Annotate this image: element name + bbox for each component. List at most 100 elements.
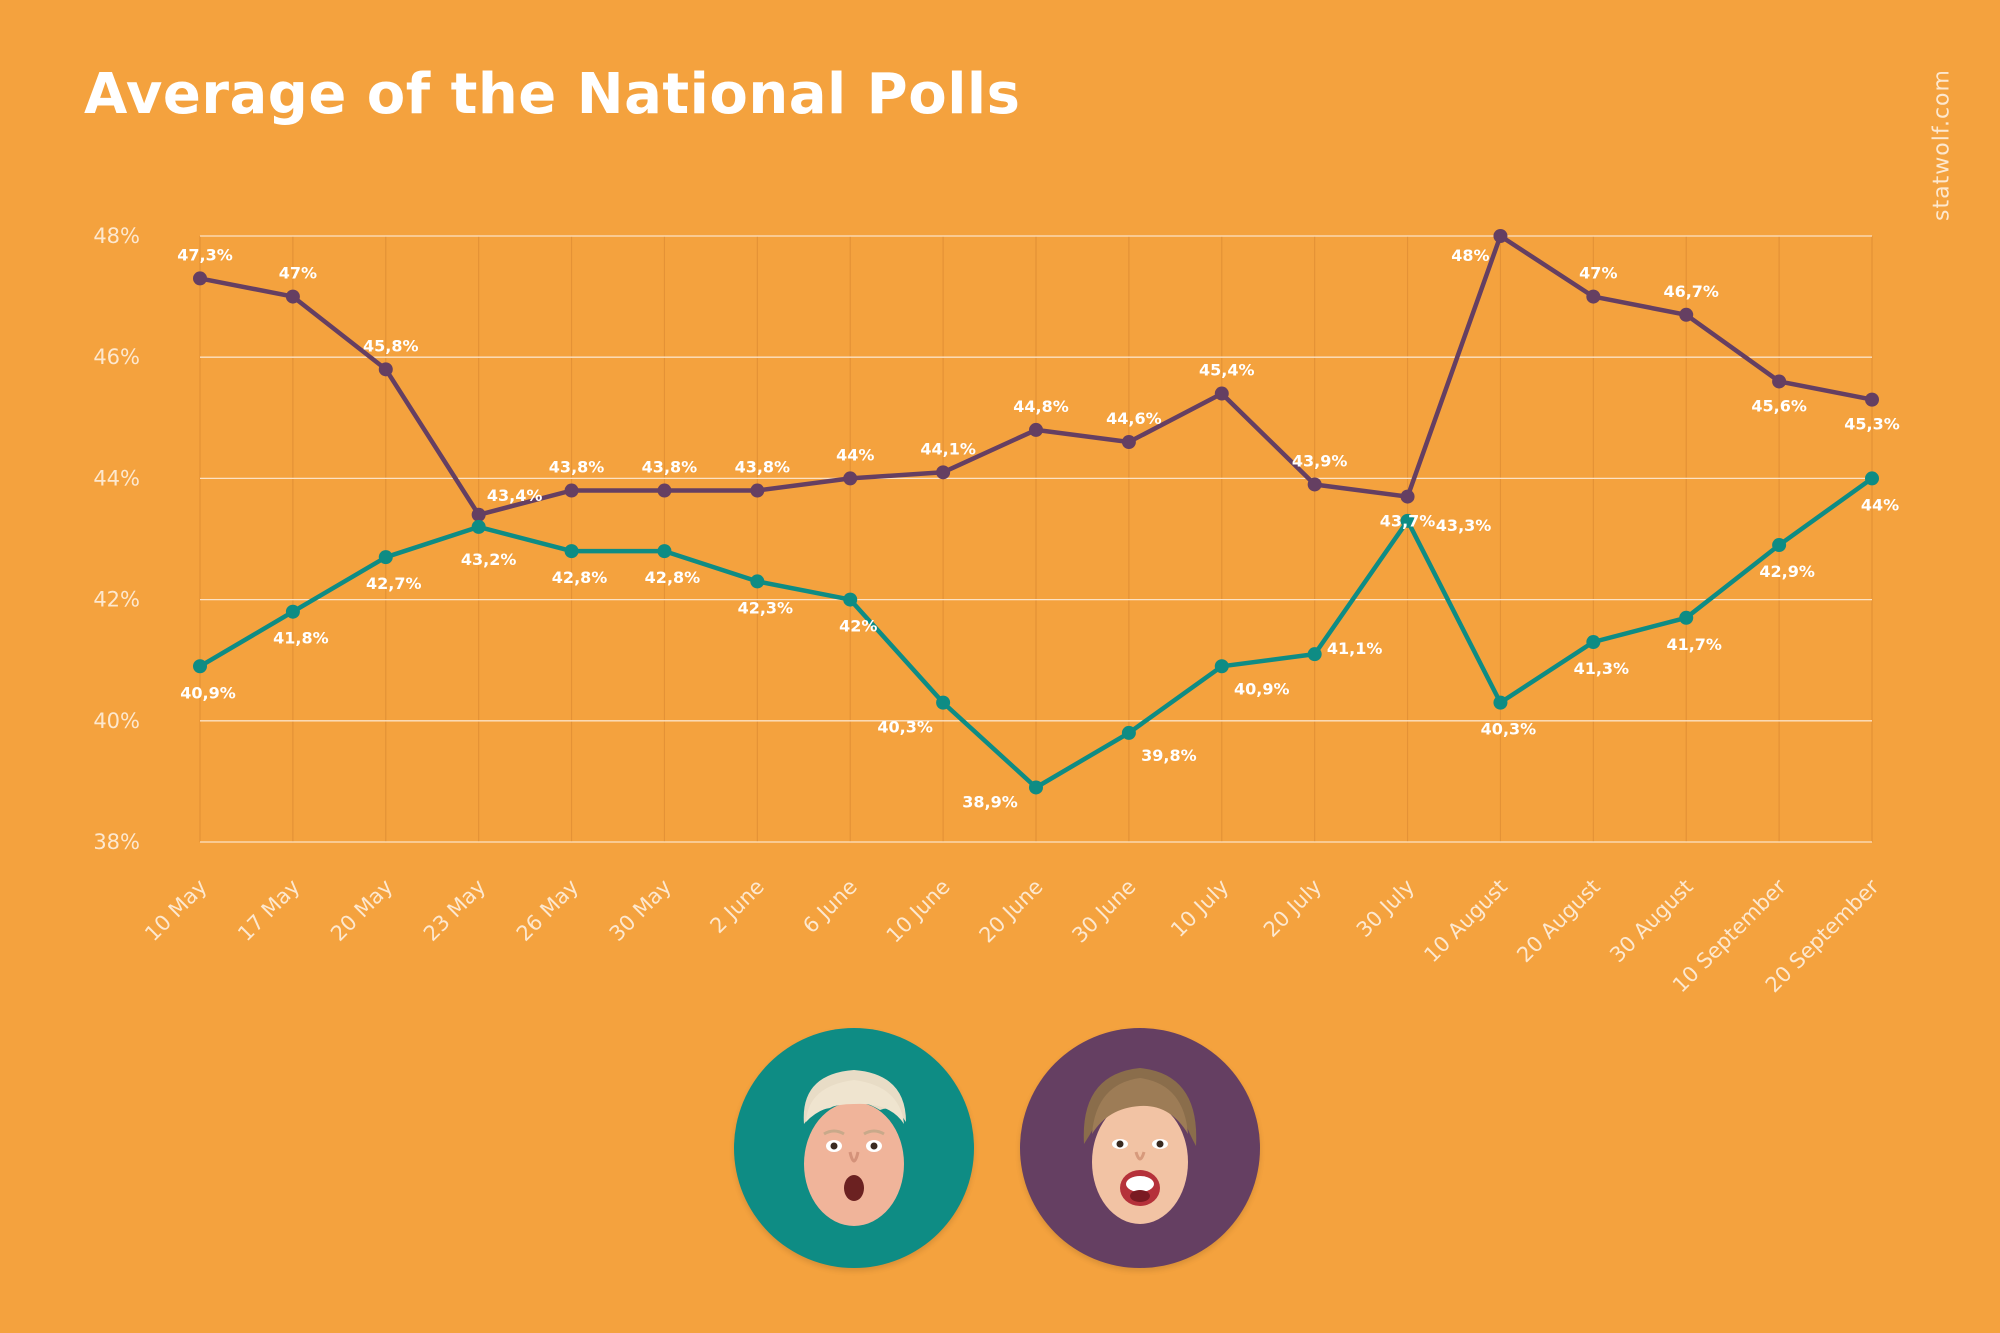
y-axis-ticks: 38% 40% 42% 44% 46% 48% (93, 224, 140, 854)
data-label: 43,8% (642, 458, 698, 477)
data-label: 45,3% (1844, 415, 1900, 434)
series-point (657, 483, 672, 498)
x-tick-label: 23 May (419, 875, 490, 946)
series-point (471, 507, 486, 522)
series-point (1679, 610, 1694, 625)
series-point (471, 519, 486, 534)
data-label: 40,3% (1481, 720, 1537, 739)
series-point (1772, 538, 1787, 553)
vertical-grid-lines (199, 236, 1873, 842)
x-tick-label: 10 May (140, 875, 211, 946)
series-point (1307, 477, 1322, 492)
data-label: 45,4% (1199, 361, 1255, 380)
data-label: 48% (1451, 246, 1489, 265)
series-point (1307, 647, 1322, 662)
data-label: 46,7% (1663, 282, 1719, 301)
data-label: 44% (836, 445, 874, 464)
series-point (193, 271, 207, 286)
page-title: Average of the National Polls (84, 62, 1021, 127)
data-label: 40,3% (877, 718, 933, 737)
data-label: 43,4% (487, 486, 543, 505)
series-point (750, 483, 765, 498)
x-tick-label: 30 May (605, 875, 676, 946)
series-point (936, 465, 951, 480)
series-point (564, 483, 579, 498)
y-tick-label: 38% (93, 830, 140, 854)
series-point (1493, 229, 1508, 243)
data-label: 45,8% (363, 336, 419, 355)
horizontal-grid-lines (200, 235, 1872, 843)
x-axis-ticks: 10 May 17 May 20 May 23 May 26 May 30 May 2 Ju… (140, 874, 1884, 997)
series-point (1865, 471, 1879, 486)
series-point (1400, 513, 1415, 528)
series-point (285, 604, 300, 619)
series-point (1586, 635, 1601, 650)
series-point (843, 592, 858, 607)
series-point (1493, 695, 1508, 710)
data-label: 41,7% (1666, 635, 1722, 654)
data-label: 41,1% (1327, 639, 1383, 658)
data-label: 43,2% (461, 550, 517, 569)
series-point (193, 659, 207, 674)
x-tick-label: 20 August (1512, 875, 1605, 968)
data-label: 41,8% (273, 629, 329, 648)
x-tick-label: 10 July (1166, 875, 1233, 942)
data-label: 42,8% (645, 568, 701, 587)
data-label: 47% (279, 264, 317, 283)
y-tick-label: 44% (93, 466, 140, 490)
x-tick-label: 10 June (882, 875, 955, 948)
x-tick-label: 20 May (326, 875, 397, 946)
series-points (193, 229, 1879, 795)
series-point (378, 362, 393, 377)
y-tick-label: 40% (93, 709, 140, 733)
x-tick-label: 30 August (1605, 875, 1698, 968)
data-label: 43,3% (1436, 516, 1492, 535)
data-label: 44,1% (920, 439, 976, 458)
series-point (750, 574, 765, 589)
data-label: 43,8% (735, 458, 791, 477)
series-point (657, 544, 672, 559)
series-point (1586, 289, 1601, 304)
trump-face-icon (803, 1070, 906, 1226)
data-label: 43,9% (1292, 451, 1348, 470)
data-label: 47% (1579, 264, 1617, 283)
data-label: 44,6% (1106, 409, 1162, 428)
series-labels: 47,3% 47% 45,8% 43,4% 43,8% 43,8% 43,8% 44% 44,1… (177, 245, 1900, 811)
data-label: 38,9% (962, 792, 1018, 811)
series-point (1121, 725, 1136, 740)
series-point (1214, 386, 1229, 401)
data-label: 42,7% (366, 574, 422, 593)
x-tick-label: 30 July (1352, 875, 1419, 942)
x-tick-label: 20 July (1259, 875, 1326, 942)
data-label: 43,7% (1380, 512, 1436, 531)
data-label: 42,9% (1759, 562, 1815, 581)
clinton-avatar (1020, 1028, 1260, 1268)
data-label: 39,8% (1141, 746, 1197, 765)
series-point (843, 471, 858, 486)
y-tick-label: 48% (93, 224, 140, 248)
series-point (564, 544, 579, 559)
clinton-face-icon (1083, 1068, 1197, 1224)
x-tick-label: 10 August (1419, 875, 1512, 968)
data-label: 43,8% (549, 458, 605, 477)
series-point (1121, 435, 1136, 450)
x-tick-label: 17 May (233, 875, 304, 946)
data-label: 40,9% (1234, 679, 1290, 698)
series-point (936, 695, 951, 710)
y-tick-label: 42% (93, 588, 140, 612)
series-point (1772, 374, 1787, 389)
data-label: 41,3% (1574, 659, 1630, 678)
series-point (1214, 659, 1229, 674)
data-label: 47,3% (177, 245, 233, 264)
series-point (378, 550, 393, 565)
data-label: 40,9% (180, 683, 236, 702)
series-point (285, 289, 300, 304)
data-label: 42,3% (738, 598, 794, 617)
y-tick-label: 46% (93, 345, 140, 369)
x-tick-label: 20 June (975, 875, 1048, 948)
x-tick-label: 2 June (705, 875, 768, 938)
data-label: 44,8% (1013, 397, 1069, 416)
series-point (1029, 780, 1043, 795)
series-point (1865, 392, 1879, 407)
